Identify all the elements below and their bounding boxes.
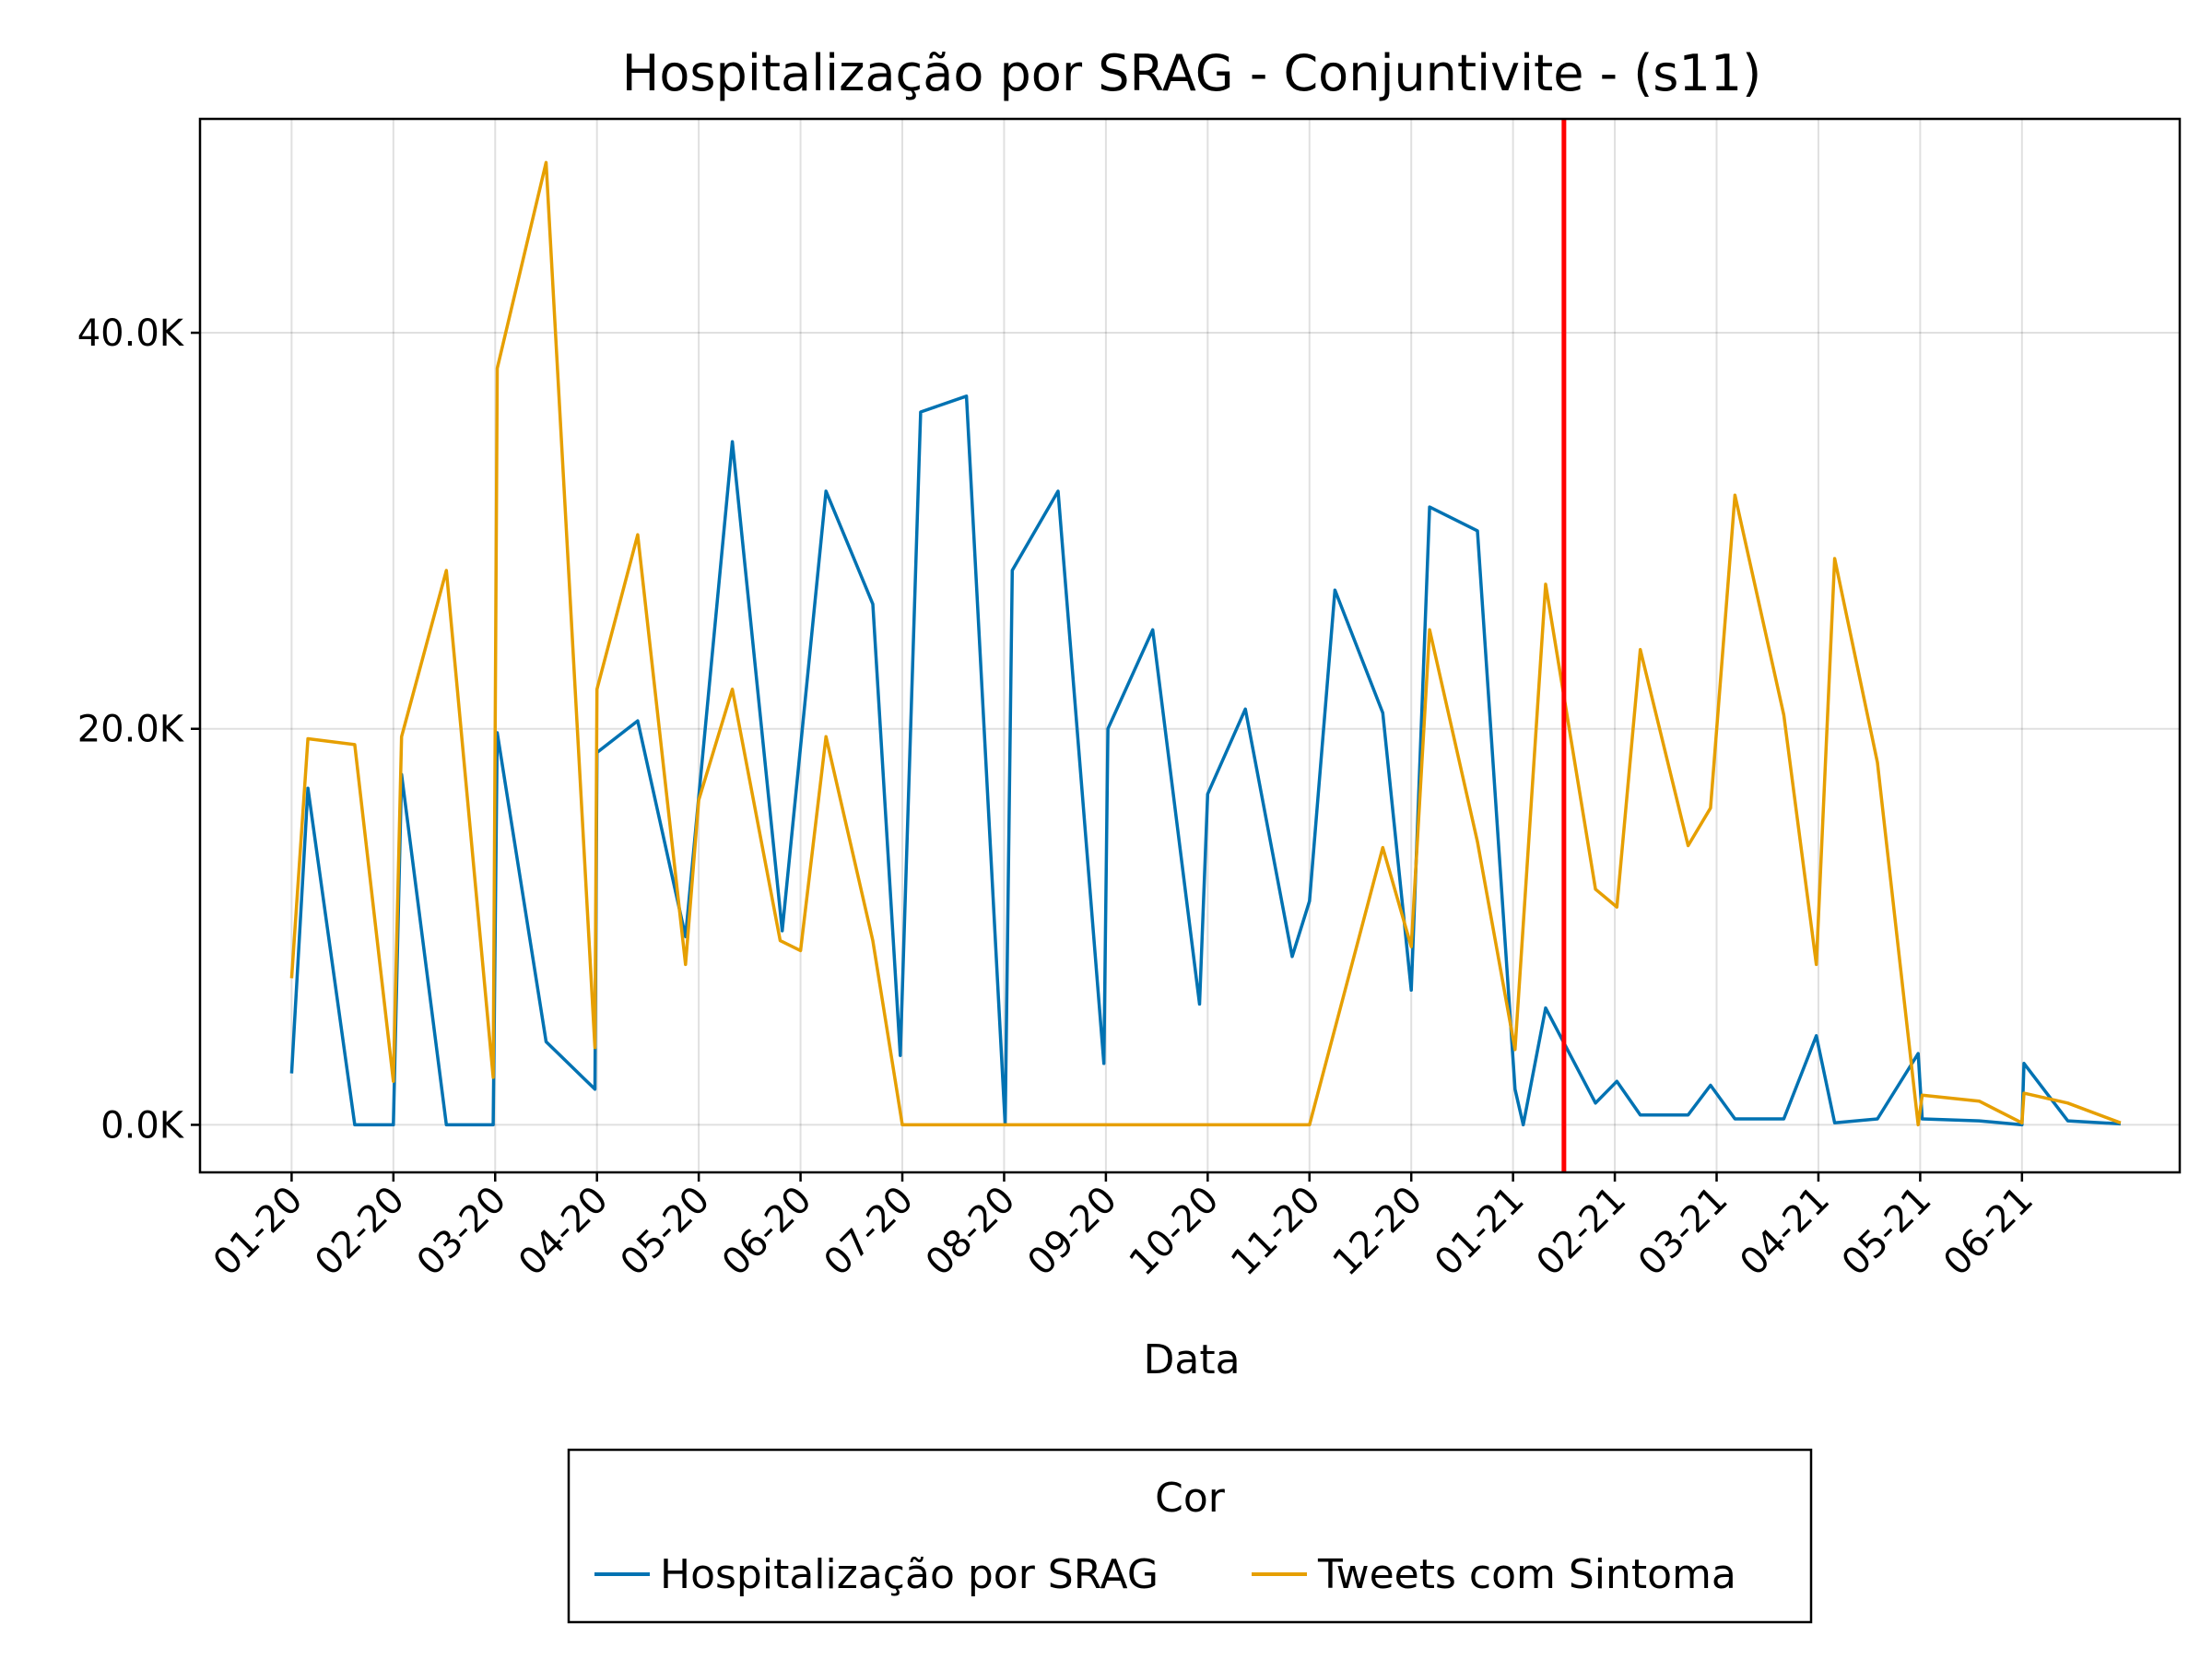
chart-title: Hospitalização por SRAG - Conjuntivite -… (622, 44, 1761, 102)
x-axis: 01-2002-2003-2004-2005-2006-2007-2008-20… (206, 1172, 2041, 1284)
x-tick-label: 05-21 (1834, 1179, 1940, 1285)
y-axis: 0.0K 20.0K 40.0K (77, 312, 200, 1147)
legend-box (567, 1448, 1813, 1624)
x-axis-label: Data (1143, 1336, 1240, 1383)
x-tick-label: 08-20 (918, 1179, 1024, 1285)
legend-label-tweets: Tweets com Sintoma (1317, 1551, 1736, 1598)
y-tick-label: 20.0K (77, 709, 185, 751)
x-tick-label: 02-21 (1528, 1179, 1634, 1285)
series-layer (289, 160, 2122, 1127)
x-tick-label: 01-20 (206, 1179, 312, 1285)
x-tick-label: 03-20 (409, 1179, 515, 1285)
legend: Cor Hospitalização por SRAG Tweets com S… (567, 1448, 1813, 1624)
x-tick-label: 01-21 (1427, 1179, 1533, 1285)
x-tick-label: 10-20 (1122, 1179, 1228, 1285)
y-tick-label: 40.0K (77, 312, 185, 355)
vertical-gridlines (290, 119, 2023, 1172)
x-tick-label: 06-20 (714, 1179, 820, 1285)
x-tick-label: 12-20 (1325, 1179, 1431, 1285)
y-tick-label: 0.0K (100, 1104, 185, 1147)
x-tick-label: 04-21 (1732, 1179, 1838, 1285)
legend-label-hospitalizacao: Hospitalização por SRAG (660, 1551, 1159, 1598)
x-tick-label: 11-20 (1223, 1179, 1329, 1285)
x-tick-label: 03-21 (1630, 1179, 1736, 1285)
legend-title: Cor (1155, 1475, 1226, 1522)
x-tick-label: 05-20 (612, 1179, 718, 1285)
x-tick-label: 02-20 (307, 1179, 413, 1285)
x-tick-label: 06-21 (1936, 1179, 2041, 1285)
plot-area (198, 117, 2182, 1174)
plot-frame (198, 117, 2182, 1174)
x-tick-label: 04-20 (511, 1179, 617, 1285)
series-line-tweets (289, 160, 2122, 1127)
x-tick-label: 07-20 (816, 1179, 922, 1285)
x-tick-label: 09-20 (1019, 1179, 1125, 1285)
